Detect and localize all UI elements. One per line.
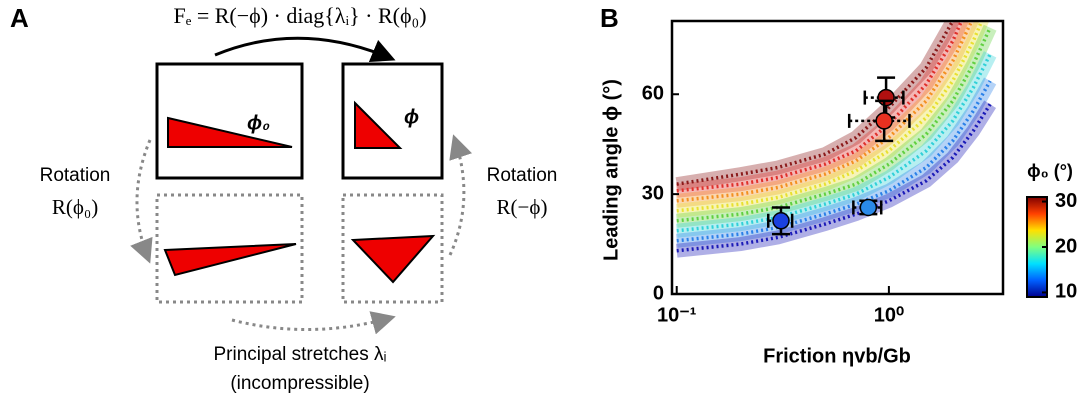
data-point: [772, 212, 790, 230]
data-point: [877, 88, 895, 107]
panel-a: A Fₑ = R(−ϕ) · diag{λᵢ} · R(ϕ₀) ϕ₀ ϕ Rot…: [10, 3, 557, 394]
box: [341, 62, 444, 180]
arrow: [231, 311, 396, 335]
label: R(−ϕ): [497, 195, 548, 219]
label: Principal stretches λᵢ: [214, 344, 387, 365]
model-band: [676, 21, 980, 208]
plot-area: [675, 21, 997, 258]
model-curve: [676, 53, 992, 233]
colorbar-tick-label: 30: [1055, 190, 1077, 212]
x-tick-label: 10⁻¹: [657, 304, 697, 326]
label: Rotation: [40, 165, 111, 186]
panel-label: A: [10, 3, 29, 33]
model-curve: [676, 21, 984, 213]
angle-label: ϕ: [404, 106, 419, 128]
label: Rotation: [487, 165, 558, 186]
box: [341, 193, 444, 304]
triangle: [163, 243, 297, 277]
box: [155, 62, 304, 180]
y-tick-label: 30: [642, 182, 664, 204]
colorbar-tick-label: 20: [1055, 235, 1077, 257]
x-tick-label: 10⁰: [874, 304, 904, 326]
arrow: [214, 36, 396, 63]
label: R(ϕ₀): [52, 195, 98, 219]
y-tick-label: 0: [653, 282, 664, 304]
panel-b: B Friction ηvb/Gb Leading angle ϕ (°) ϕ₀…: [600, 3, 1073, 367]
colorbar-tick-label: 10: [1055, 281, 1077, 303]
panel-label: B: [600, 3, 619, 33]
model-band: [675, 21, 961, 192]
triangle: [350, 234, 436, 284]
arrow: [130, 139, 153, 264]
colorbar-title: ϕ₀ (°): [1027, 161, 1073, 181]
arrow: [448, 134, 473, 256]
angle-label: ϕ₀: [247, 112, 270, 134]
triangle: [354, 100, 403, 149]
model-band: [676, 24, 997, 228]
model-curve: [676, 80, 992, 243]
y-axis-label: Leading angle ϕ (°): [600, 79, 622, 261]
box: [155, 193, 304, 304]
plot-frame: [670, 19, 1005, 296]
data-point: [859, 198, 878, 217]
label: (incompressible): [230, 373, 369, 394]
y-tick-label: 60: [642, 83, 664, 105]
data-point: [875, 112, 893, 130]
model-curve: [676, 21, 964, 193]
formula: Fₑ = R(−ϕ) · diag{λᵢ} · R(ϕ₀): [173, 3, 426, 28]
triangle: [167, 116, 293, 148]
x-axis-label: Friction ηvb/Gb: [763, 345, 911, 367]
